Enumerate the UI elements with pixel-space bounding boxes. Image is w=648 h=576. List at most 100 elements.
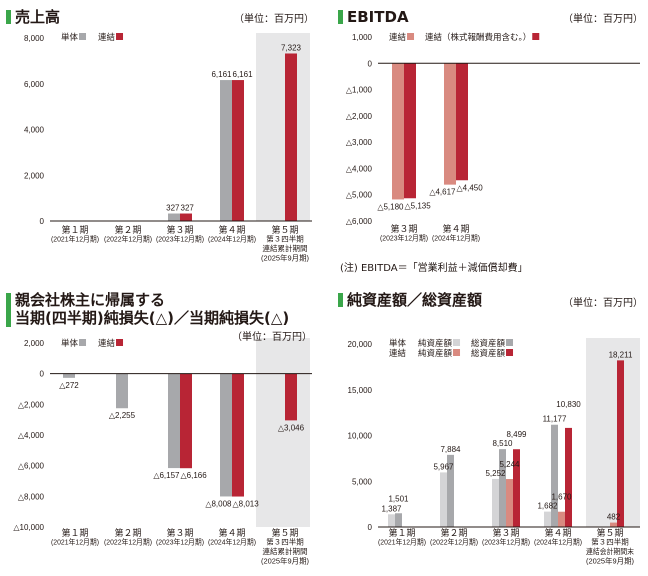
bar — [116, 373, 128, 409]
bar — [506, 479, 513, 527]
bar — [285, 53, 297, 221]
data-label: 327 — [181, 204, 195, 213]
data-label: △2,255 — [109, 411, 136, 420]
category-label: 第１期 — [61, 527, 88, 538]
category-label: 第１期 — [388, 527, 415, 538]
y-tick-label: 10,000 — [348, 432, 373, 441]
data-label: 1,670 — [551, 493, 572, 502]
category-label: 第３四半期 — [591, 537, 629, 547]
bar — [404, 63, 416, 199]
bar — [232, 373, 244, 497]
legend-consolidated-net-assets-label: 純資産額 — [418, 348, 453, 358]
bar — [392, 63, 404, 200]
category-label: (2022年12月期) — [104, 234, 152, 244]
bar — [168, 213, 180, 221]
category-label: (2023年12月期) — [380, 233, 428, 243]
data-label: 6,161 — [233, 70, 254, 79]
category-label: 第３期 — [166, 527, 193, 538]
category-label: 第４期 — [544, 527, 571, 538]
category-label: (2024年12月期) — [432, 233, 480, 243]
bar — [513, 449, 520, 527]
category-label: (2025年9月期) — [261, 556, 309, 566]
bar — [220, 80, 232, 221]
y-tick-label: 2,000 — [24, 171, 45, 180]
bar — [499, 449, 506, 527]
category-label: 第５期 — [271, 527, 298, 538]
category-label: (2023年12月期) — [482, 537, 530, 547]
bar — [220, 373, 232, 497]
bar — [168, 373, 180, 469]
unit-label-ebitda: （単位：百万円） — [563, 14, 643, 25]
legend-standalone-total-assets-swatch — [506, 339, 514, 346]
y-tick-label: 2,000 — [24, 339, 45, 348]
legend-standalone-label: 単体 — [61, 32, 79, 42]
category-label: (2024年12月期) — [208, 537, 256, 547]
chart-title-net-loss-line1: 親会社株主に帰属する — [15, 291, 166, 309]
data-label: 5,967 — [433, 462, 454, 471]
data-label: 8,510 — [492, 439, 513, 448]
y-tick-label: 8,000 — [24, 34, 45, 43]
data-label: △8,013 — [233, 500, 260, 509]
bar — [544, 511, 551, 527]
bar — [180, 213, 192, 221]
legend-consolidated-incl-stock-comp-label: 連結（株式報酬費用含む。） — [425, 32, 531, 42]
category-label: 第１期 — [61, 224, 88, 235]
category-label: (2022年12月期) — [104, 537, 152, 547]
chart-title-assets: 純資産額／総資産額 — [338, 291, 482, 309]
data-label: △6,166 — [181, 471, 208, 480]
legend-standalone-swatch — [79, 339, 87, 346]
data-label: 327 — [166, 204, 180, 213]
bar — [444, 63, 456, 185]
legend-consolidated-swatch — [116, 33, 124, 40]
category-label: (2021年12月期) — [51, 537, 99, 547]
bar — [565, 427, 572, 527]
category-label: (2023年12月期) — [156, 234, 204, 244]
category-label: 第３四半期 — [266, 537, 304, 547]
y-tick-label: 1,000 — [352, 33, 373, 42]
highlight-band — [586, 338, 640, 527]
ebitda-note: (注) EBITDA＝「営業利益＋減価償却費」 — [340, 263, 528, 274]
bar — [551, 424, 558, 527]
legend-standalone-net-assets-swatch — [453, 339, 461, 346]
data-label: 6,161 — [211, 70, 232, 79]
y-tick-label: 0 — [40, 217, 45, 226]
chart-title-ebitda: EBITDA — [338, 8, 409, 26]
y-tick-label: △5,000 — [346, 191, 373, 200]
legend-standalone-label: 単体 — [61, 338, 79, 348]
y-tick-label: 20,000 — [348, 340, 373, 349]
data-label: 8,499 — [506, 430, 527, 439]
category-label: (2024年12月期) — [208, 234, 256, 244]
bar — [558, 511, 565, 527]
y-tick-label: 0 — [368, 59, 373, 68]
bar — [456, 63, 468, 181]
chart-title-sales: 売上高 — [6, 8, 60, 26]
category-label: (2023年12月期) — [156, 537, 204, 547]
category-label: 連結累計期間 — [263, 546, 308, 556]
y-tick-label: △2,000 — [346, 112, 373, 121]
category-label: (2021年12月期) — [51, 234, 99, 244]
category-label: (2022年12月期) — [430, 537, 478, 547]
data-label: 1,387 — [381, 504, 402, 513]
y-tick-label: △4,000 — [18, 431, 45, 440]
legend-standalone-total-assets-label: 総資産額 — [471, 338, 506, 348]
data-label: △4,617 — [429, 188, 456, 197]
category-label: 第４期 — [218, 224, 245, 235]
category-label: 第３期 — [390, 223, 417, 234]
legend-standalone-swatch — [79, 33, 87, 40]
category-label: 連結会計期間末 — [586, 546, 634, 556]
category-label: 第２期 — [114, 224, 141, 235]
data-label: △5,180 — [377, 202, 404, 211]
bar — [492, 478, 499, 527]
legend-consolidated-swatch — [407, 33, 415, 40]
bar — [180, 373, 192, 469]
bar — [63, 373, 75, 378]
data-label: 7,884 — [440, 445, 461, 454]
bar — [395, 513, 402, 527]
category-label: (2024年12月期) — [534, 537, 582, 547]
data-label: △272 — [59, 381, 79, 390]
y-tick-label: 4,000 — [24, 126, 45, 135]
bar — [617, 360, 624, 527]
data-label: △8,008 — [205, 499, 232, 508]
data-label: 18,211 — [609, 350, 633, 359]
